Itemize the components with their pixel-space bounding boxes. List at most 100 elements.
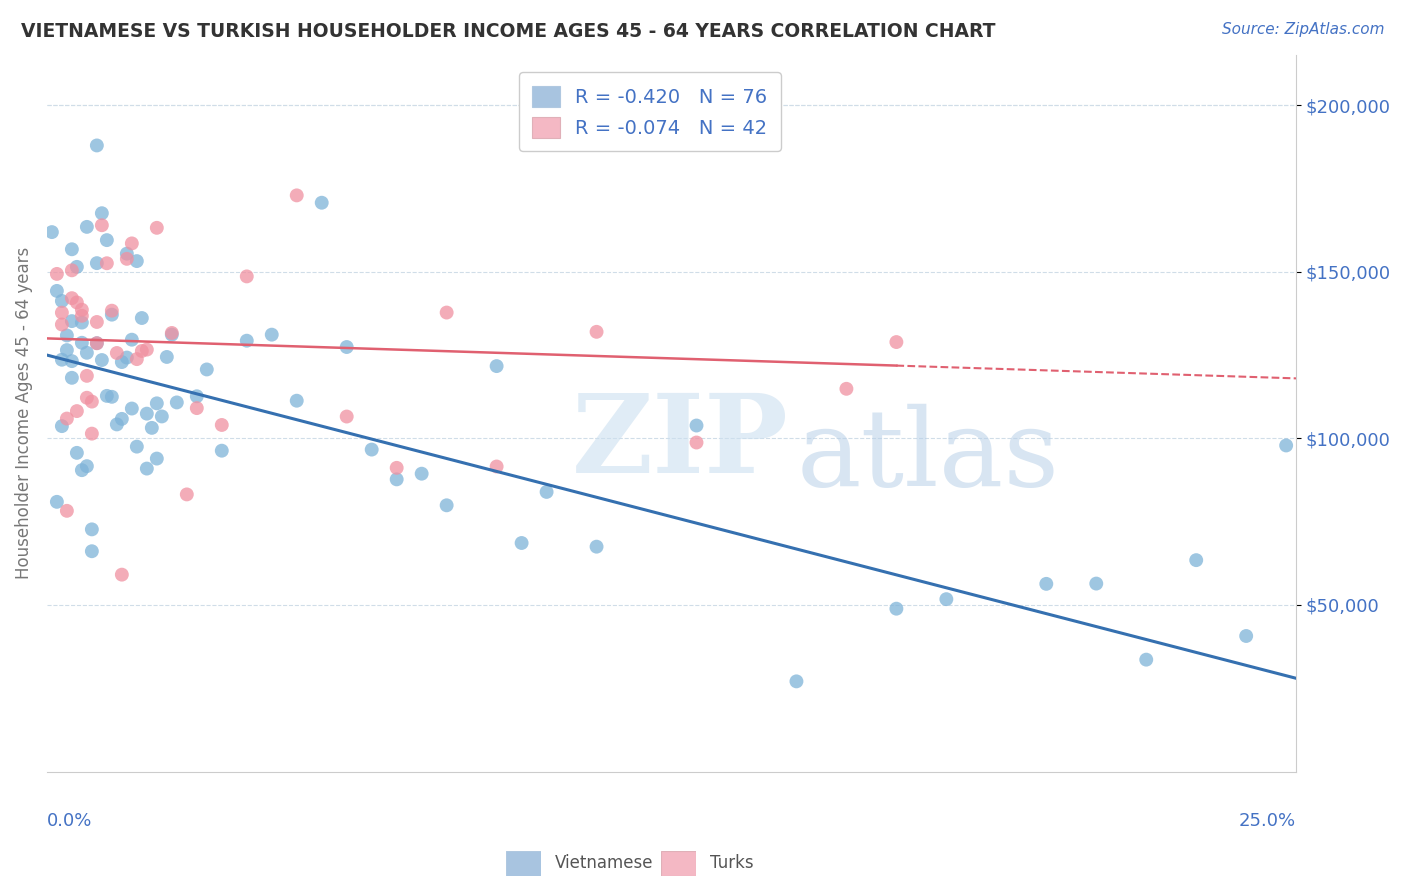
- Point: [70, 335, 93, 350]
- Point: [835, 382, 858, 396]
- Point: [60, 354, 83, 368]
- Point: [146, 220, 169, 235]
- Point: [211, 443, 233, 458]
- Point: [125, 254, 148, 268]
- Point: [121, 333, 143, 347]
- Point: [1185, 553, 1208, 567]
- Point: [111, 567, 134, 582]
- Point: [70, 316, 93, 330]
- Text: 25.0%: 25.0%: [1239, 812, 1296, 830]
- Point: [101, 390, 124, 404]
- Point: [51, 293, 73, 308]
- Point: [166, 395, 188, 409]
- Point: [336, 340, 359, 354]
- Point: [56, 504, 79, 518]
- Point: [485, 359, 508, 373]
- Text: VIETNAMESE VS TURKISH HOUSEHOLDER INCOME AGES 45 - 64 YEARS CORRELATION CHART: VIETNAMESE VS TURKISH HOUSEHOLDER INCOME…: [21, 22, 995, 41]
- Point: [76, 391, 98, 405]
- Point: [45, 495, 67, 509]
- Point: [51, 352, 73, 367]
- Point: [141, 421, 163, 435]
- Point: [411, 467, 433, 481]
- Point: [311, 195, 333, 210]
- Point: [385, 460, 408, 475]
- Point: [101, 303, 124, 318]
- Point: [135, 461, 157, 475]
- Point: [60, 314, 83, 328]
- Point: [90, 206, 112, 220]
- Point: [886, 334, 908, 349]
- Point: [510, 536, 533, 550]
- Point: [96, 256, 118, 270]
- Point: [86, 336, 108, 351]
- Point: [485, 459, 508, 474]
- Point: [90, 353, 112, 368]
- Point: [336, 409, 359, 424]
- Point: [156, 350, 179, 364]
- Text: Turks: Turks: [710, 855, 754, 872]
- Point: [585, 540, 607, 554]
- Point: [236, 269, 259, 284]
- Point: [121, 401, 143, 416]
- Point: [66, 295, 89, 310]
- Point: [60, 291, 83, 305]
- Point: [96, 389, 118, 403]
- Point: [111, 412, 134, 426]
- Point: [111, 355, 134, 369]
- Point: [1035, 577, 1057, 591]
- Point: [685, 418, 707, 433]
- Point: [160, 326, 183, 340]
- Point: [150, 409, 173, 424]
- Point: [70, 309, 93, 323]
- Point: [115, 246, 138, 260]
- Y-axis label: Householder Income Ages 45 - 64 years: Householder Income Ages 45 - 64 years: [15, 247, 32, 580]
- Point: [236, 334, 259, 348]
- Point: [86, 336, 108, 351]
- Point: [436, 305, 458, 319]
- Point: [195, 362, 218, 376]
- Point: [105, 417, 128, 432]
- Point: [86, 256, 108, 270]
- Point: [285, 188, 308, 202]
- Point: [70, 463, 93, 477]
- Point: [146, 396, 169, 410]
- Point: [176, 487, 198, 501]
- Point: [51, 306, 73, 320]
- Point: [76, 368, 98, 383]
- Point: [90, 218, 112, 232]
- Point: [115, 252, 138, 266]
- Point: [1234, 629, 1257, 643]
- Point: [685, 435, 707, 450]
- Point: [536, 484, 558, 499]
- Point: [135, 343, 157, 357]
- Point: [1275, 438, 1298, 452]
- Point: [436, 498, 458, 512]
- Point: [211, 417, 233, 432]
- Point: [76, 459, 98, 474]
- Point: [1085, 576, 1108, 591]
- Point: [135, 407, 157, 421]
- Point: [1135, 653, 1157, 667]
- Point: [56, 328, 79, 343]
- Text: Vietnamese: Vietnamese: [555, 855, 654, 872]
- Point: [105, 346, 128, 360]
- Point: [160, 327, 183, 342]
- Point: [45, 267, 67, 281]
- Point: [56, 343, 79, 357]
- Point: [70, 302, 93, 317]
- Text: Source: ZipAtlas.com: Source: ZipAtlas.com: [1222, 22, 1385, 37]
- Point: [260, 327, 283, 342]
- Point: [60, 242, 83, 256]
- Point: [101, 308, 124, 322]
- Point: [146, 451, 169, 466]
- Point: [186, 389, 208, 403]
- Point: [115, 351, 138, 365]
- Text: 0.0%: 0.0%: [46, 812, 93, 830]
- Point: [285, 393, 308, 408]
- Point: [585, 325, 607, 339]
- Point: [125, 440, 148, 454]
- Text: atlas: atlas: [796, 404, 1060, 509]
- Point: [41, 225, 63, 239]
- Point: [45, 284, 67, 298]
- Point: [76, 346, 98, 360]
